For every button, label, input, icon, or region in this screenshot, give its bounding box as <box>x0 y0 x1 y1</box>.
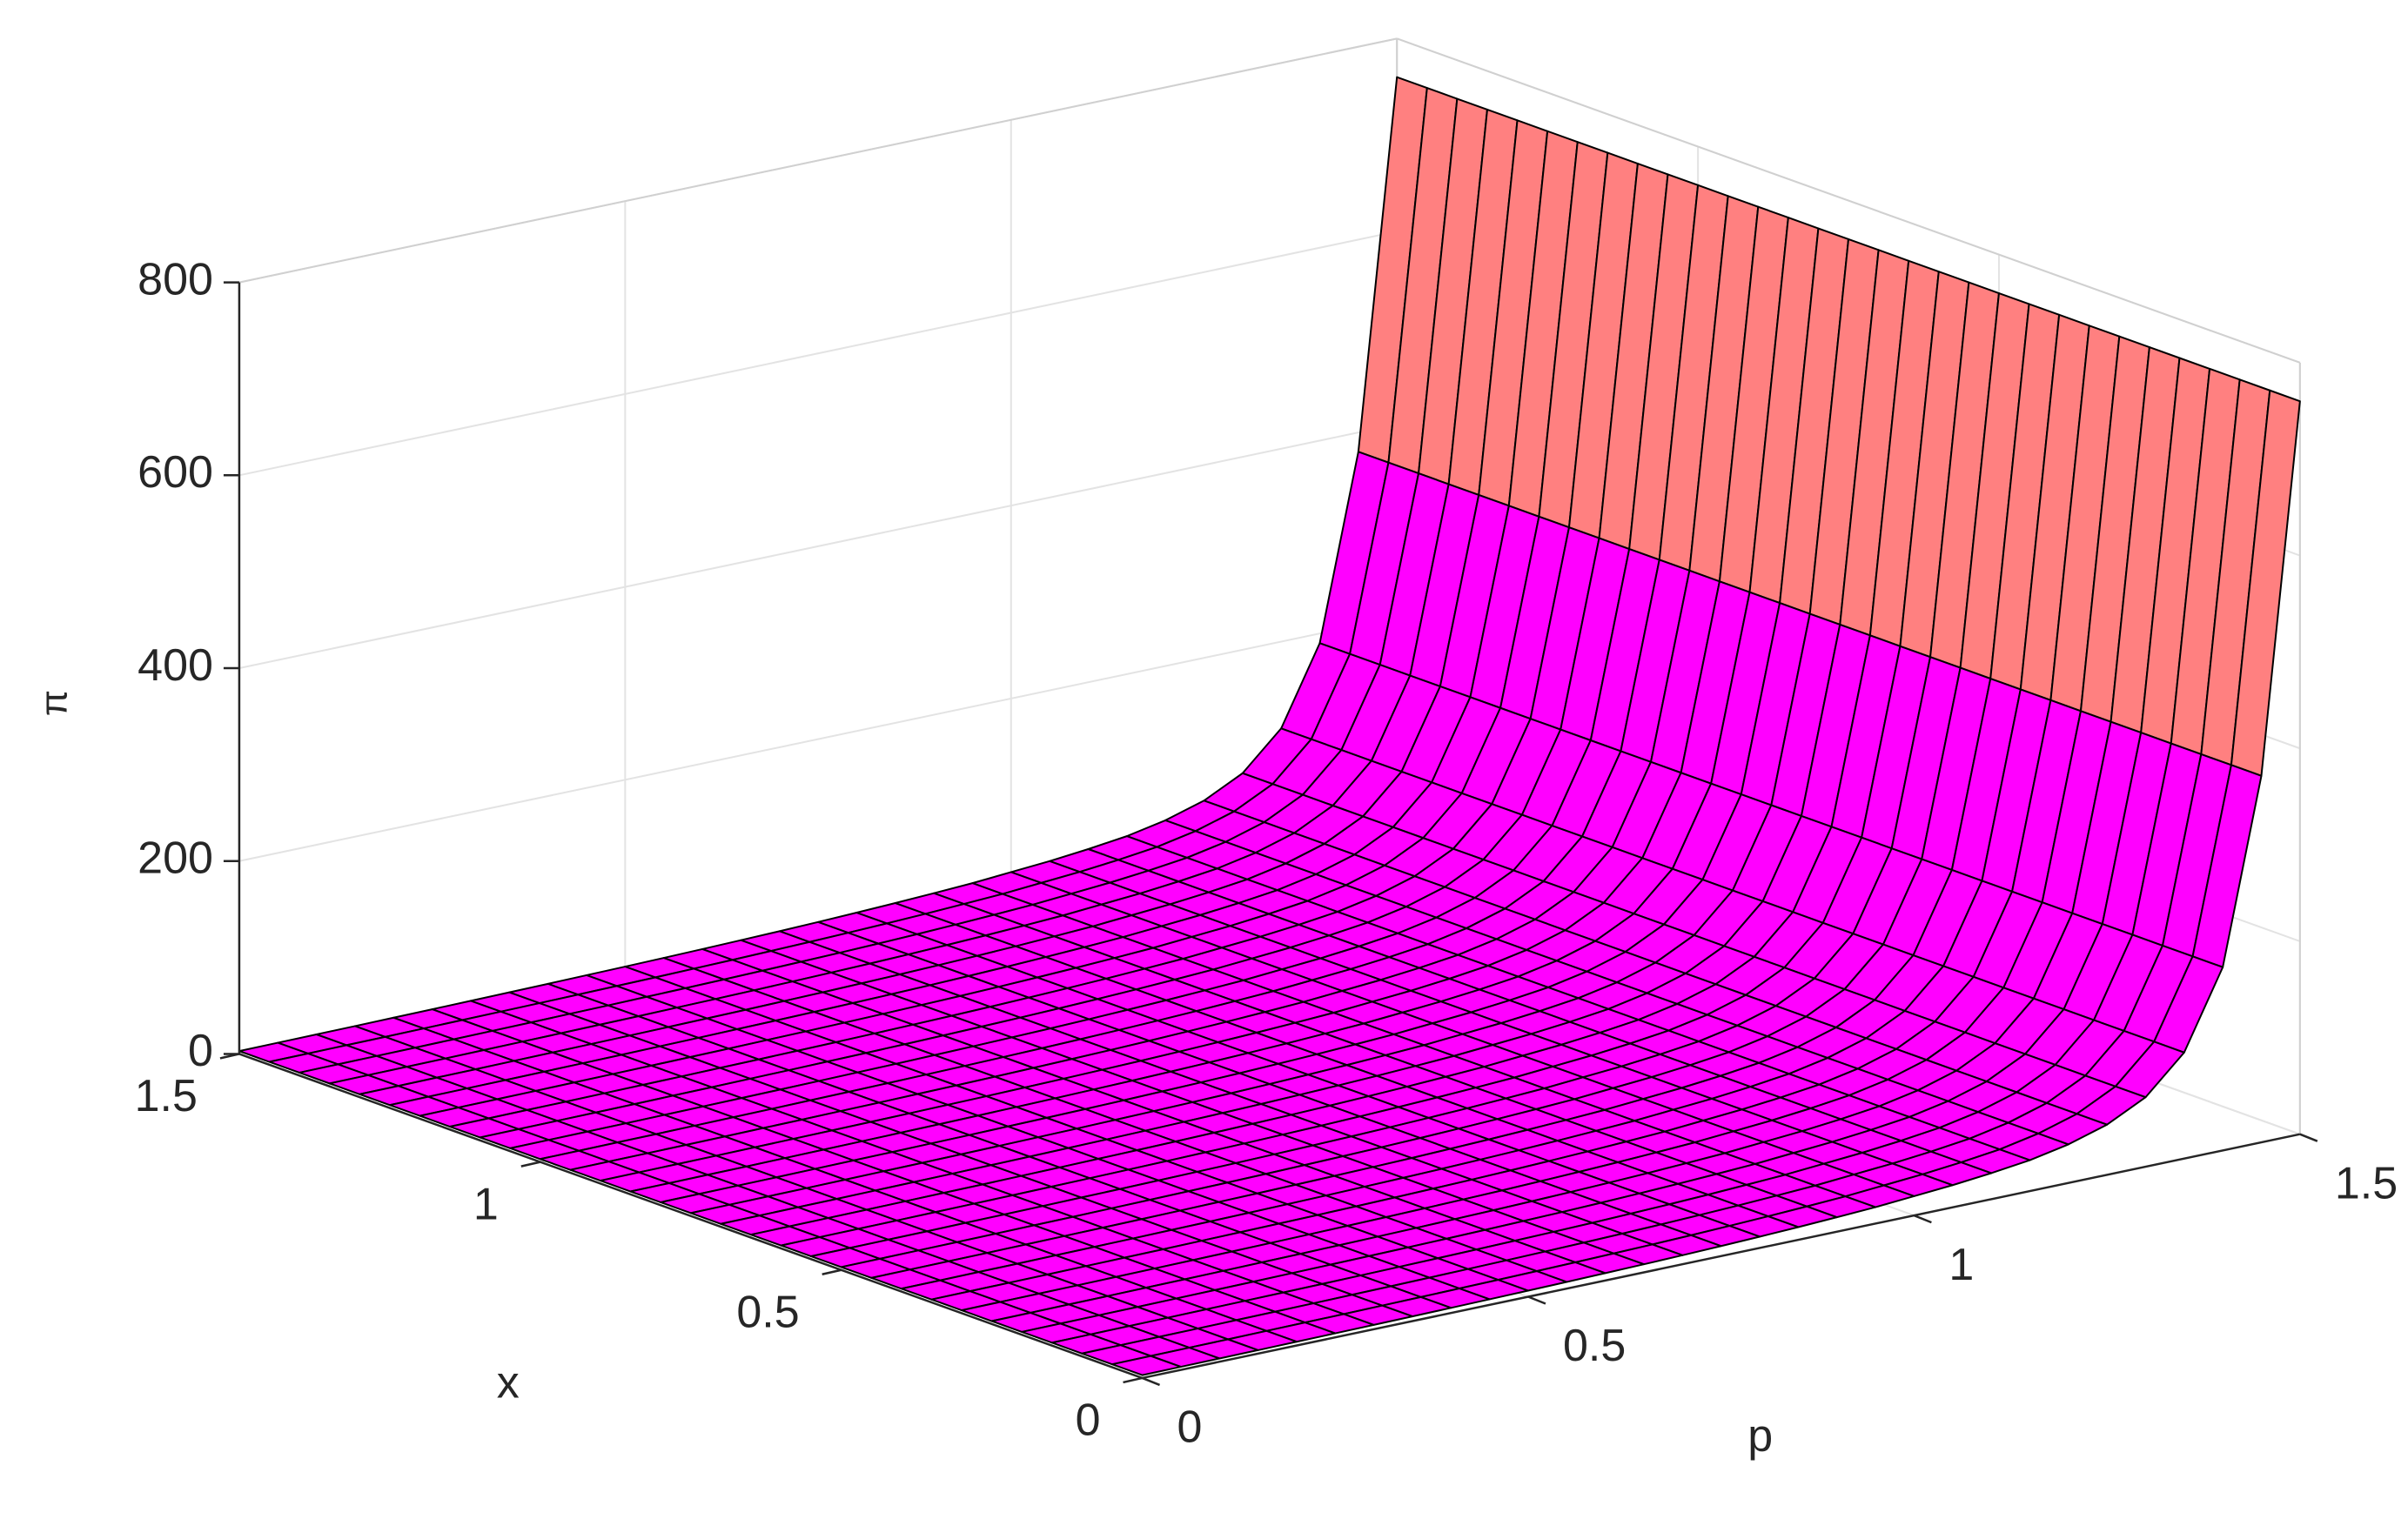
surface <box>238 76 2301 1376</box>
z-tick-label: 400 <box>138 640 213 691</box>
y-tick-label: 0.5 <box>1563 1321 1626 1371</box>
y-tick-label: 1 <box>1949 1240 1974 1290</box>
z-tick-label: 0 <box>188 1026 213 1076</box>
z-axis-label: π <box>33 690 76 716</box>
grid-line <box>238 423 1398 669</box>
x-tick-label: 0 <box>1076 1395 1101 1446</box>
box-edge <box>1396 37 2301 364</box>
z-tick-label: 600 <box>138 447 213 498</box>
y-tick <box>2299 1133 2318 1142</box>
x-tick-label: 1 <box>473 1179 499 1229</box>
surface-face <box>1110 1355 1182 1376</box>
y-tick-label: 1.5 <box>2335 1158 2398 1208</box>
x-tick <box>219 1053 240 1060</box>
x-tick-label: 0.5 <box>736 1288 799 1338</box>
y-tick-label: 0 <box>1177 1402 1203 1453</box>
box-edge <box>238 37 1398 284</box>
x-axis-label: x <box>497 1357 520 1408</box>
x-tick <box>1123 1376 1143 1384</box>
y-tick <box>1142 1376 1161 1387</box>
grid-line <box>238 616 1398 862</box>
y-tick <box>1913 1214 1932 1224</box>
y-tick <box>1527 1295 1546 1305</box>
y-axis-label: p <box>1747 1411 1773 1462</box>
x-tick <box>520 1161 541 1168</box>
x-tick <box>822 1268 842 1275</box>
grid-line <box>238 231 1398 477</box>
z-tick-label: 200 <box>138 833 213 883</box>
y-axis-line <box>1142 1133 2301 1380</box>
x-axis-line <box>238 1053 1143 1380</box>
x-tick-label: 1.5 <box>135 1071 198 1121</box>
z-tick-label: 800 <box>138 254 213 304</box>
